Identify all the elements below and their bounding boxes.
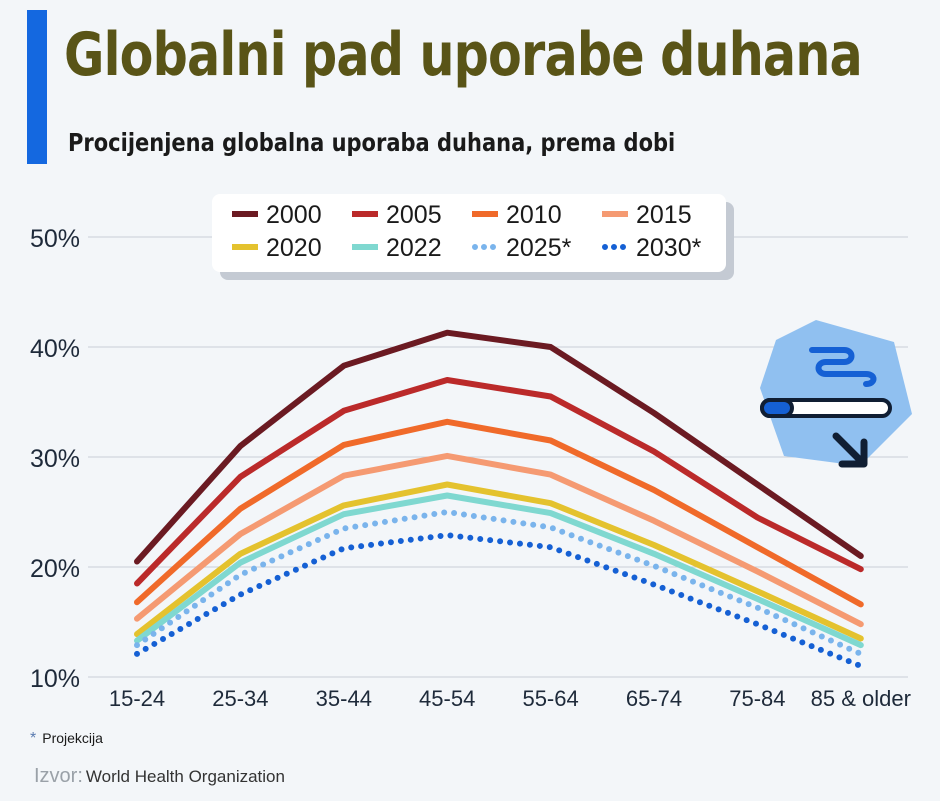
legend-label: 2030*: [636, 234, 702, 262]
y-tick-label: 40%: [30, 335, 80, 363]
source-value: World Health Organization: [85, 767, 285, 786]
series-line-2005: [134, 377, 864, 587]
y-axis: 10% 20% 30% 40% 50%: [30, 225, 80, 693]
legend-label: 2025*: [506, 234, 572, 262]
y-tick-label: 10%: [30, 665, 80, 693]
x-axis: 15-24 25-34 35-44 45-54 55-64 65-74 75-84 85 & …: [109, 686, 911, 711]
series-line-2025: [134, 509, 864, 657]
x-tick-label: 75-84: [729, 686, 785, 711]
y-tick-label: 50%: [30, 225, 80, 253]
accent-bar: [27, 10, 47, 164]
page-title: Globalni pad uporabe duhana: [64, 20, 863, 90]
legend-label: 2010: [506, 201, 562, 229]
x-tick-label: 35-44: [316, 686, 372, 711]
legend-label: 2022: [386, 234, 442, 262]
series-line-2022: [134, 492, 864, 649]
x-tick-label: 55-64: [522, 686, 578, 711]
page-subtitle: Procijenjena globalna uporaba duhana, pr…: [68, 128, 676, 157]
legend-label: 2015: [636, 201, 692, 229]
source-label: Izvor:: [34, 765, 83, 787]
legend: 2000 2005 2010 2015 2020 2022 2025* 2030*: [212, 194, 734, 280]
cigarette-decline-icon: [756, 318, 916, 478]
footnote-text: Projekcija: [42, 730, 103, 746]
arrow-down-right-icon: [832, 432, 868, 468]
series-line-2000: [134, 329, 864, 565]
x-tick-label: 25-34: [212, 686, 268, 711]
footnote: * Projekcija: [30, 730, 103, 748]
series-line-2030: [134, 532, 864, 669]
y-tick-label: 30%: [30, 445, 80, 473]
footnote-marker: *: [30, 730, 37, 747]
series-line-2010: [134, 418, 864, 608]
source: Izvor: World Health Organization: [34, 765, 285, 788]
series-line-2020: [134, 481, 864, 642]
smoke-icon: [809, 347, 877, 387]
legend-label: 2000: [266, 201, 322, 229]
x-tick-label: 65-74: [626, 686, 682, 711]
x-tick-label: 15-24: [109, 686, 165, 711]
series-line-2015: [134, 452, 864, 628]
legend-label: 2020: [266, 234, 322, 262]
y-tick-label: 20%: [30, 555, 80, 583]
legend-label: 2005: [386, 201, 442, 229]
x-tick-label: 85 & older: [811, 686, 911, 711]
badge-blob: [760, 320, 912, 466]
series-lines: [134, 329, 864, 669]
x-tick-label: 45-54: [419, 686, 475, 711]
legend-box: [212, 194, 726, 272]
